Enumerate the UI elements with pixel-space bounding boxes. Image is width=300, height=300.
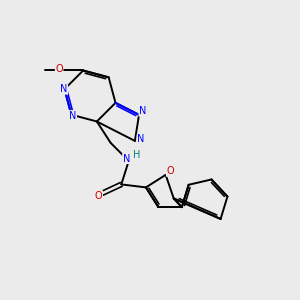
Text: N: N (123, 154, 130, 164)
Text: H: H (134, 150, 141, 160)
Text: N: N (137, 134, 145, 144)
Text: N: N (60, 84, 68, 94)
Text: O: O (56, 64, 63, 74)
Text: O: O (95, 191, 103, 201)
Text: N: N (139, 106, 146, 116)
Text: O: O (167, 166, 174, 176)
Text: N: N (69, 111, 76, 121)
